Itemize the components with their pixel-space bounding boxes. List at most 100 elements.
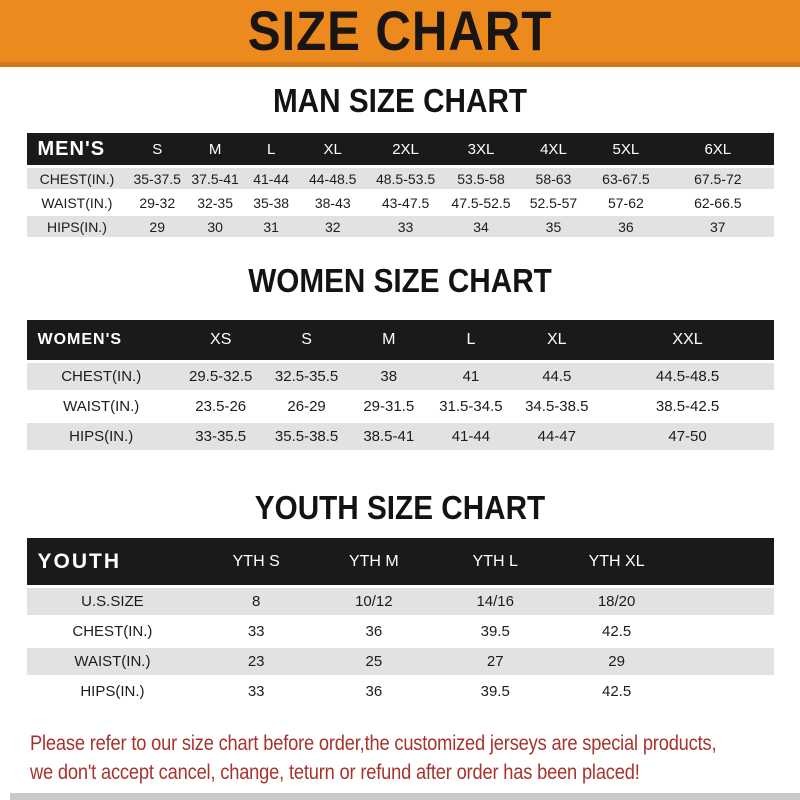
row-label-cell: CHEST(IN.) xyxy=(26,360,176,390)
data-cell: 62-66.5 xyxy=(662,189,774,213)
column-header-cell: L xyxy=(429,320,512,360)
data-cell: 38 xyxy=(347,360,430,390)
data-cell: 39.5 xyxy=(433,615,557,645)
data-cell: 63-67.5 xyxy=(589,165,663,189)
footer-note: Please refer to our size chart before or… xyxy=(0,729,800,787)
bottom-divider xyxy=(10,793,800,800)
column-header-cell: S xyxy=(127,133,188,165)
youth-size-table: YOUTH YTH S YTH M YTH L YTH XL U.S.SIZE 8 10/12… xyxy=(26,538,774,705)
data-cell: 35.5-38.5 xyxy=(265,420,348,450)
data-cell: 36 xyxy=(314,675,434,705)
data-cell: 33 xyxy=(198,615,315,645)
column-header-cell: XXL xyxy=(601,320,774,360)
data-cell: 27 xyxy=(433,645,557,675)
data-cell: 38.5-41 xyxy=(347,420,430,450)
table-row: U.S.SIZE 8 10/12 14/16 18/20 xyxy=(26,585,774,615)
column-header-cell: YTH M xyxy=(314,538,434,585)
row-label-cell: HIPS(IN.) xyxy=(26,675,199,705)
data-cell: 34.5-38.5 xyxy=(511,390,602,420)
data-cell: 26-29 xyxy=(265,390,348,420)
table-row: WAIST(IN.) 29-32 32-35 35-38 38-43 43-47.5 47.… xyxy=(26,189,774,213)
data-cell: 23.5-26 xyxy=(175,390,266,420)
data-cell: 36 xyxy=(314,615,434,645)
data-cell: 58-63 xyxy=(517,165,590,189)
filler-cell xyxy=(676,615,774,645)
table-header-row: WOMEN'S XS S M L XL XXL xyxy=(26,320,774,360)
table-title-cell: MEN'S xyxy=(26,133,128,165)
row-label-cell: HIPS(IN.) xyxy=(26,420,176,450)
data-cell: 32-35 xyxy=(187,189,244,213)
men-section-title: MAN SIZE CHART xyxy=(272,82,528,119)
column-header-cell: YTH S xyxy=(198,538,315,585)
data-cell: 29 xyxy=(127,213,188,237)
data-cell: 33 xyxy=(366,213,445,237)
column-header-cell: L xyxy=(243,133,300,165)
data-cell: 34 xyxy=(444,213,518,237)
filler-cell xyxy=(676,585,774,615)
youth-section-title: YOUTH SIZE CHART xyxy=(254,489,546,526)
column-header-cell: XL xyxy=(299,133,367,165)
table-row: HIPS(IN.) 29 30 31 32 33 34 35 36 37 xyxy=(26,213,774,237)
column-header-cell: 6XL xyxy=(662,133,774,165)
column-header-cell: S xyxy=(265,320,348,360)
data-cell: 29-31.5 xyxy=(347,390,430,420)
data-cell: 41-44 xyxy=(243,165,300,189)
data-cell: 23 xyxy=(198,645,315,675)
column-header-cell: 4XL xyxy=(517,133,590,165)
data-cell: 43-47.5 xyxy=(366,189,445,213)
data-cell: 31 xyxy=(243,213,300,237)
footer-note-line1: Please refer to our size chart before or… xyxy=(30,732,717,755)
column-header-cell: YTH L xyxy=(433,538,557,585)
table-row: WAIST(IN.) 23 25 27 29 xyxy=(26,645,774,675)
row-label-cell: WAIST(IN.) xyxy=(26,189,128,213)
column-header-cell: 3XL xyxy=(444,133,518,165)
data-cell: 44-48.5 xyxy=(299,165,367,189)
data-cell: 35-38 xyxy=(243,189,300,213)
women-section-title: WOMEN SIZE CHART xyxy=(248,262,552,299)
filler-cell xyxy=(676,675,774,705)
column-header-cell: XS xyxy=(175,320,266,360)
table-title-cell: WOMEN'S xyxy=(26,320,176,360)
row-label-cell: CHEST(IN.) xyxy=(26,615,199,645)
table-row: HIPS(IN.) 33-35.5 35.5-38.5 38.5-41 41-44 44-… xyxy=(26,420,774,450)
data-cell: 48.5-53.5 xyxy=(366,165,445,189)
data-cell: 25 xyxy=(314,645,434,675)
data-cell: 67.5-72 xyxy=(662,165,774,189)
data-cell: 42.5 xyxy=(556,675,677,705)
data-cell: 37 xyxy=(662,213,774,237)
filler-cell xyxy=(676,538,774,585)
data-cell: 33 xyxy=(198,675,315,705)
column-header-cell: M xyxy=(187,133,244,165)
banner-title: SIZE CHART xyxy=(247,0,553,62)
data-cell: 53.5-58 xyxy=(444,165,518,189)
data-cell: 14/16 xyxy=(433,585,557,615)
data-cell: 47.5-52.5 xyxy=(444,189,518,213)
data-cell: 39.5 xyxy=(433,675,557,705)
table-row: CHEST(IN.) 33 36 39.5 42.5 xyxy=(26,615,774,645)
data-cell: 32.5-35.5 xyxy=(265,360,348,390)
banner: SIZE CHART xyxy=(0,0,800,67)
footer-note-line2: we don't accept cancel, change, teturn o… xyxy=(30,761,640,784)
data-cell: 57-62 xyxy=(589,189,663,213)
data-cell: 33-35.5 xyxy=(175,420,266,450)
data-cell: 41-44 xyxy=(429,420,512,450)
data-cell: 47-50 xyxy=(601,420,774,450)
data-cell: 8 xyxy=(198,585,315,615)
table-row: WAIST(IN.) 23.5-26 26-29 29-31.5 31.5-34.5 34… xyxy=(26,390,774,420)
data-cell: 36 xyxy=(589,213,663,237)
data-cell: 52.5-57 xyxy=(517,189,590,213)
column-header-cell: YTH XL xyxy=(556,538,677,585)
women-size-table: WOMEN'S XS S M L XL XXL CHEST(IN.) 29.5-32.5 32.5… xyxy=(26,320,774,450)
filler-cell xyxy=(676,645,774,675)
row-label-cell: CHEST(IN.) xyxy=(26,165,128,189)
data-cell: 18/20 xyxy=(556,585,677,615)
data-cell: 35 xyxy=(517,213,590,237)
column-header-cell: XL xyxy=(511,320,602,360)
data-cell: 44.5 xyxy=(511,360,602,390)
data-cell: 42.5 xyxy=(556,615,677,645)
table-row: HIPS(IN.) 33 36 39.5 42.5 xyxy=(26,675,774,705)
data-cell: 37.5-41 xyxy=(187,165,244,189)
column-header-cell: M xyxy=(347,320,430,360)
data-cell: 30 xyxy=(187,213,244,237)
